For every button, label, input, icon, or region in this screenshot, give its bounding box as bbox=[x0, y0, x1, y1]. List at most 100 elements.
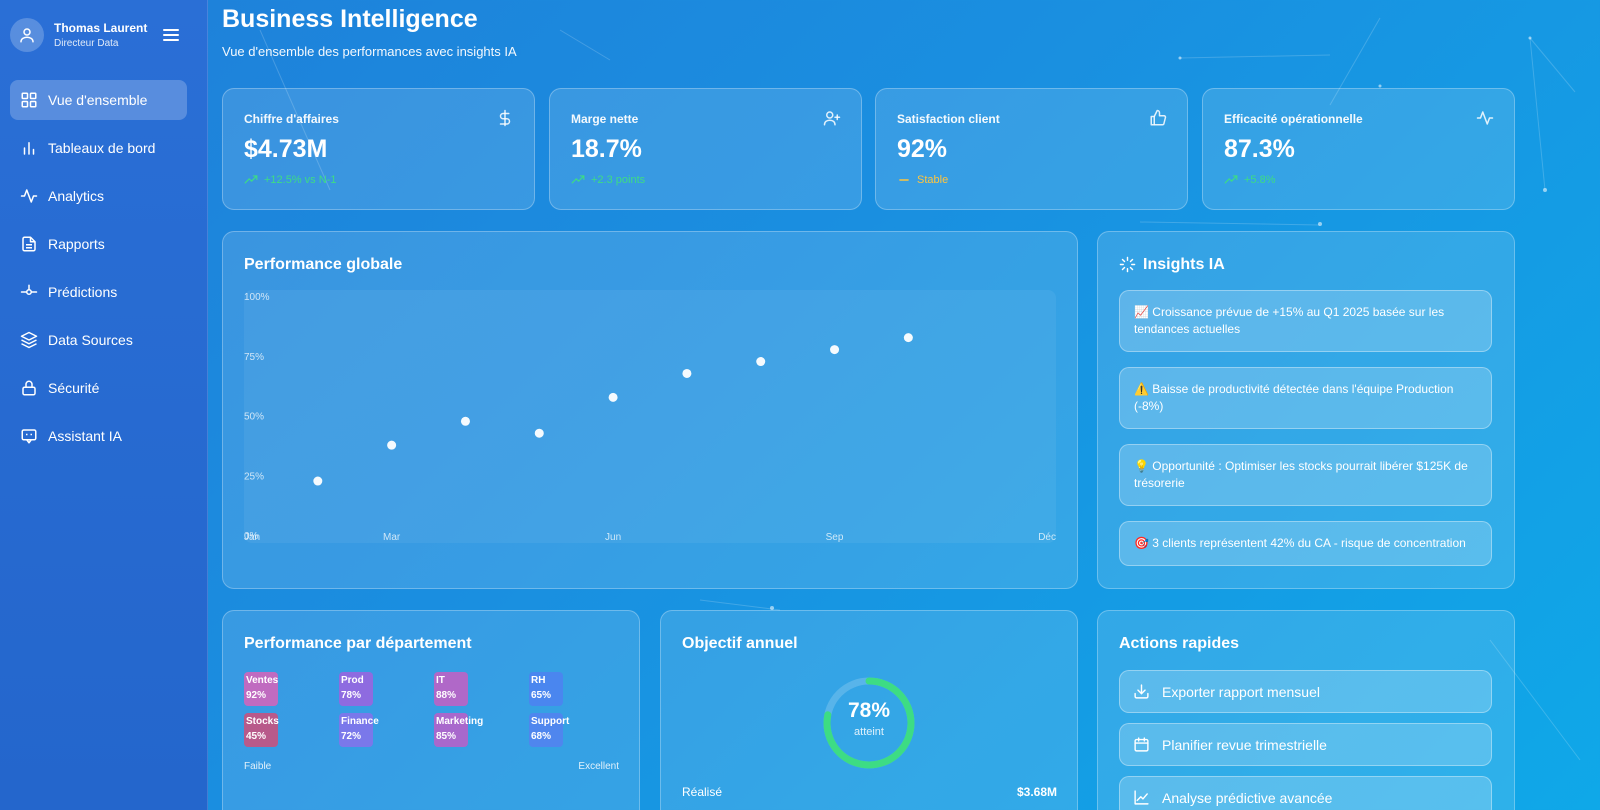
sidebar-item-vue-ensemble[interactable]: Vue d'ensemble bbox=[10, 80, 187, 120]
action-label: Analyse prédictive avancée bbox=[1162, 789, 1333, 806]
department-cell[interactable]: IT 88% bbox=[434, 672, 468, 706]
kpi-card-satisfaction: Satisfaction client 92% Stable bbox=[875, 88, 1188, 210]
department-name: Support bbox=[531, 716, 570, 727]
data-point[interactable] bbox=[830, 345, 840, 355]
sidebar-item-analytics[interactable]: Analytics bbox=[10, 176, 187, 216]
kpi-value: $4.73M bbox=[244, 135, 328, 163]
department-cell[interactable]: Prod 78% bbox=[339, 672, 373, 706]
objective-percent: 78% bbox=[847, 699, 891, 722]
x-tick-label: Déc bbox=[1038, 532, 1056, 543]
minus-icon bbox=[899, 179, 909, 181]
department-name: Stocks bbox=[246, 716, 279, 727]
sidebar-item-rapports[interactable]: Rapports bbox=[10, 224, 187, 264]
trending-up-icon bbox=[244, 175, 258, 184]
progress-ring-fill bbox=[823, 677, 915, 769]
progress-ring bbox=[823, 677, 915, 769]
sidebar-item-tableaux-de-bord[interactable]: Tableaux de bord bbox=[10, 128, 187, 168]
action-label: Planifier revue trimestrielle bbox=[1162, 736, 1327, 753]
insights-card: Insights IA 📈 Croissance prévue de +15% … bbox=[1097, 231, 1515, 589]
page-subtitle: Vue d'ensemble des performances avec ins… bbox=[222, 44, 517, 59]
data-point[interactable] bbox=[756, 357, 766, 367]
performance-chart: 0% 25% 50% 75% 100% Jan Mar Jun Sep Déc bbox=[244, 290, 1056, 543]
department-value: 72% bbox=[341, 731, 362, 742]
data-point[interactable] bbox=[903, 333, 913, 343]
insight-item[interactable]: 🎯 3 clients représentent 42% du CA - ris… bbox=[1119, 521, 1492, 566]
sidebar-item-label: Assistant IA bbox=[48, 428, 122, 444]
sidebar-item-label: Sécurité bbox=[48, 380, 100, 396]
dollar-icon bbox=[499, 109, 511, 127]
kpi-label: Satisfaction client bbox=[897, 112, 1000, 126]
kpi-label: Marge nette bbox=[571, 112, 639, 126]
objective-caption: atteint bbox=[854, 726, 884, 738]
data-point[interactable] bbox=[534, 428, 544, 438]
data-point[interactable] bbox=[387, 440, 397, 450]
hamburger-icon bbox=[163, 29, 179, 41]
department-value: 68% bbox=[531, 731, 552, 742]
y-tick-label: 0% bbox=[244, 531, 259, 542]
x-tick-label: Jan bbox=[244, 532, 260, 543]
file-text-icon bbox=[22, 236, 36, 252]
insight-item[interactable]: 📈 Croissance prévue de +15% au Q1 2025 b… bbox=[1119, 290, 1492, 352]
bar-chart-icon bbox=[23, 142, 35, 155]
data-point[interactable] bbox=[608, 392, 618, 402]
lock-icon bbox=[22, 380, 36, 396]
department-name: RH bbox=[531, 675, 546, 686]
department-name: Marketing bbox=[436, 716, 484, 727]
schedule-review-button[interactable]: Planifier revue trimestrielle bbox=[1119, 723, 1492, 766]
insight-item[interactable]: 💡 Opportunité : Optimiser les stocks pou… bbox=[1119, 444, 1492, 506]
legend-low: Faible bbox=[244, 761, 272, 772]
data-point[interactable] bbox=[460, 416, 470, 426]
menu-toggle-button[interactable] bbox=[160, 26, 182, 44]
objective-title: Objectif annuel bbox=[682, 635, 798, 652]
export-report-button[interactable]: Exporter rapport mensuel bbox=[1119, 670, 1492, 713]
insight-item[interactable]: ⚠️ Baisse de productivité détectée dans … bbox=[1119, 367, 1492, 429]
department-cell[interactable]: Stocks 45% bbox=[244, 713, 279, 747]
data-point[interactable] bbox=[682, 368, 692, 378]
actions-card: Actions rapides Exporter rapport mensuel… bbox=[1097, 610, 1515, 810]
department-name: IT bbox=[436, 675, 445, 686]
department-cell[interactable]: Finance 72% bbox=[339, 713, 379, 747]
user-plus-icon bbox=[823, 111, 841, 126]
data-point[interactable] bbox=[313, 476, 323, 486]
kpi-card-efficiency: Efficacité opérationnelle 87.3% +5.8% bbox=[1202, 88, 1515, 210]
department-cell[interactable]: Marketing 85% bbox=[434, 713, 484, 747]
layers-icon bbox=[20, 331, 38, 349]
kpi-label: Efficacité opérationnelle bbox=[1224, 112, 1363, 126]
sidebar-item-label: Data Sources bbox=[48, 332, 133, 348]
kpi-delta: Stable bbox=[897, 173, 948, 187]
objective-card: Objectif annuel 78% atteint Réalisé $3.6… bbox=[660, 610, 1078, 810]
department-name: Prod bbox=[341, 675, 364, 686]
department-name: Ventes bbox=[246, 675, 279, 686]
thumbs-up-icon bbox=[1150, 109, 1167, 126]
activity-icon bbox=[1476, 111, 1494, 125]
sidebar-item-predictions[interactable]: Prédictions bbox=[10, 272, 187, 312]
actions-title: Actions rapides bbox=[1119, 635, 1240, 652]
x-tick-label: Mar bbox=[383, 532, 401, 543]
sidebar-item-data-sources[interactable]: Data Sources bbox=[10, 320, 187, 360]
y-tick-label: 50% bbox=[244, 412, 264, 423]
sidebar-item-label: Vue d'ensemble bbox=[48, 92, 148, 108]
download-icon bbox=[1134, 684, 1149, 699]
department-cell[interactable]: Support 68% bbox=[529, 713, 570, 747]
y-tick-label: 100% bbox=[244, 292, 270, 303]
avatar[interactable] bbox=[10, 18, 44, 52]
department-value: 92% bbox=[246, 690, 267, 701]
user-profile[interactable]: Thomas Laurent Directeur Data bbox=[10, 17, 198, 53]
git-commit-icon bbox=[20, 284, 38, 295]
user-name: Thomas Laurent bbox=[54, 21, 148, 35]
predictive-analysis-button[interactable]: Analyse prédictive avancée bbox=[1119, 776, 1492, 810]
sidebar-item-securite[interactable]: Sécurité bbox=[10, 368, 187, 408]
sidebar-item-assistant-ia[interactable]: Assistant IA bbox=[10, 416, 187, 456]
user-role: Directeur Data bbox=[54, 38, 119, 49]
sidebar: Thomas Laurent Directeur Data Vue d'ense… bbox=[0, 0, 208, 810]
sidebar-nav: Vue d'ensemble Tableaux de bord Analytic… bbox=[10, 80, 187, 464]
kpi-value: 92% bbox=[897, 135, 948, 163]
kpi-delta-text: +2.3 points bbox=[591, 174, 646, 186]
y-tick-label: 75% bbox=[244, 352, 264, 363]
sidebar-item-label: Analytics bbox=[48, 188, 105, 204]
department-cell[interactable]: Ventes 92% bbox=[244, 672, 278, 706]
department-value: 88% bbox=[436, 690, 457, 701]
kpi-label: Chiffre d'affaires bbox=[244, 112, 339, 126]
performance-title: Performance globale bbox=[244, 256, 403, 273]
department-cell[interactable]: RH 65% bbox=[529, 672, 563, 706]
